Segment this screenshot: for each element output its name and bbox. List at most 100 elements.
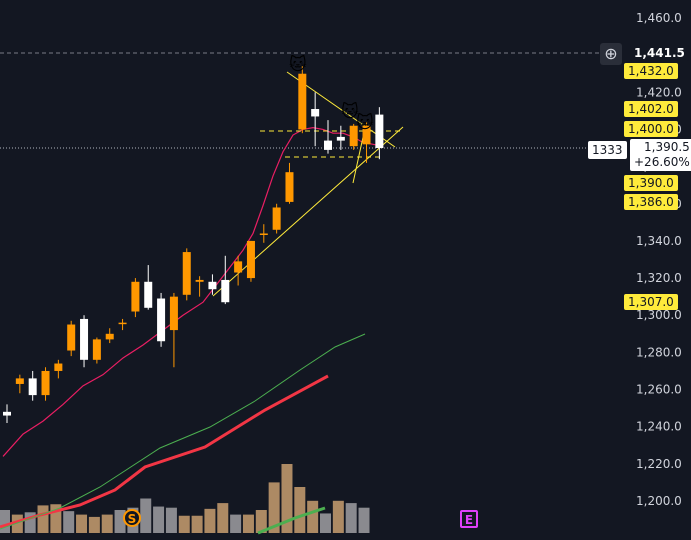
candle	[375, 107, 384, 160]
candle-body	[118, 322, 127, 325]
volume-bar	[320, 513, 331, 533]
candle-body	[92, 339, 101, 360]
price-label-1386: 1,386.0	[624, 194, 678, 210]
candle-body	[28, 378, 37, 396]
candle	[3, 404, 11, 423]
candle	[105, 328, 114, 344]
ma-slow-line	[0, 374, 329, 529]
volume-bar	[11, 514, 23, 533]
candle	[362, 122, 371, 163]
volume-bar	[76, 514, 88, 533]
volume-bar	[114, 510, 126, 533]
candle-body	[41, 370, 50, 396]
volume-bar	[204, 508, 216, 533]
volume-bars	[0, 464, 370, 533]
price-label-1400: 1,400.0	[624, 121, 678, 137]
volume-bar	[255, 510, 267, 533]
candle-body	[349, 125, 358, 147]
price-label-1390: 1,390.0	[624, 175, 678, 191]
earnings-event-icon[interactable]: E	[460, 510, 478, 528]
candle	[169, 292, 178, 368]
candle	[324, 120, 332, 154]
volume-bar	[242, 514, 254, 533]
candle-body	[182, 252, 191, 295]
candle-body	[375, 114, 384, 149]
candle	[234, 255, 243, 286]
candle	[298, 66, 307, 134]
candle	[182, 248, 191, 301]
candle-body	[195, 279, 204, 282]
y-tick-label: 1,220.0	[636, 457, 682, 471]
candle-body	[144, 281, 153, 308]
volume-bar	[191, 515, 203, 533]
candle	[131, 278, 140, 318]
volume-bar	[101, 514, 113, 533]
trendline-lower	[212, 126, 404, 297]
volume-ma-line	[257, 506, 326, 535]
volume-bar	[345, 503, 357, 533]
candle	[15, 374, 24, 394]
cat-marker-icon[interactable]: 🐱	[356, 113, 374, 133]
y-tick-label: 1,240.0	[636, 420, 682, 434]
candle	[80, 315, 89, 368]
candle	[41, 367, 50, 401]
crosshair-lines	[0, 52, 600, 149]
current-price: 1,390.5	[644, 140, 690, 154]
candle-body	[169, 296, 178, 331]
crosshair-x-label: 1333	[588, 141, 627, 159]
cat-marker-icon[interactable]: 🐱	[289, 55, 307, 75]
high-price-label: 1,432.0	[624, 63, 678, 79]
y-tick-label: 1,200.0	[636, 494, 682, 508]
candle	[285, 162, 294, 204]
cat-marker-icon[interactable]: 🐱	[341, 102, 359, 122]
volume-bar	[153, 506, 165, 533]
candle-body	[15, 378, 24, 384]
volume-bar	[217, 503, 229, 533]
candle-body	[285, 172, 294, 202]
candle-body	[157, 298, 166, 342]
candle-body	[298, 73, 307, 130]
volume-bar	[24, 512, 36, 533]
candle	[336, 125, 345, 150]
candle	[195, 276, 204, 297]
volume-bar	[281, 464, 293, 533]
crosshair-price-label: 1,441.5	[630, 45, 689, 61]
current-price-box: 1,390.5 +26.60%	[630, 139, 691, 171]
candle-body	[324, 140, 332, 150]
volume-bar	[332, 500, 344, 533]
candle	[221, 255, 230, 305]
candle	[246, 240, 255, 282]
candle-body	[362, 125, 371, 145]
candle	[28, 370, 37, 401]
candle	[157, 292, 166, 347]
y-tick-label: 1,280.0	[636, 345, 682, 359]
volume-bar	[294, 487, 306, 533]
candle	[144, 265, 153, 310]
volume-bar	[358, 507, 370, 533]
y-tick-label: 1,260.0	[636, 383, 682, 397]
volume-bar	[230, 514, 242, 533]
volume-bar	[63, 511, 75, 533]
candlesticks	[3, 66, 384, 423]
candle-body	[131, 281, 140, 312]
y-tick-label: 1,300.0	[636, 308, 682, 322]
split-event-icon[interactable]: S	[123, 509, 141, 527]
add-alert-button[interactable]: ⊕	[600, 43, 622, 65]
volume-bar	[88, 516, 100, 533]
ma-mid-line	[0, 333, 366, 530]
candle-body	[105, 333, 114, 340]
candle-body	[208, 281, 217, 290]
volume-bar	[178, 515, 190, 533]
ma-fast-line	[2, 126, 384, 457]
candle-body	[80, 318, 89, 360]
y-tick-label: 1,320.0	[636, 271, 682, 285]
candle-body	[259, 233, 268, 235]
volume-bar	[0, 510, 10, 533]
volume-bar	[268, 482, 280, 533]
y-tick-label: 1,420.0	[636, 85, 682, 99]
price-label-1402: 1,402.0	[624, 101, 678, 117]
candle	[349, 123, 358, 150]
moving-averages	[0, 126, 384, 535]
candle	[118, 318, 127, 331]
